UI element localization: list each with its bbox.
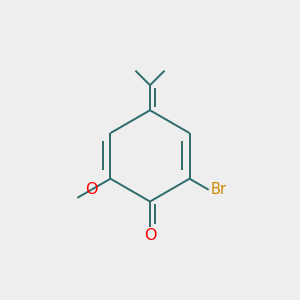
Text: Br: Br [211, 182, 227, 197]
Text: O: O [144, 229, 156, 244]
Text: O: O [85, 182, 98, 197]
